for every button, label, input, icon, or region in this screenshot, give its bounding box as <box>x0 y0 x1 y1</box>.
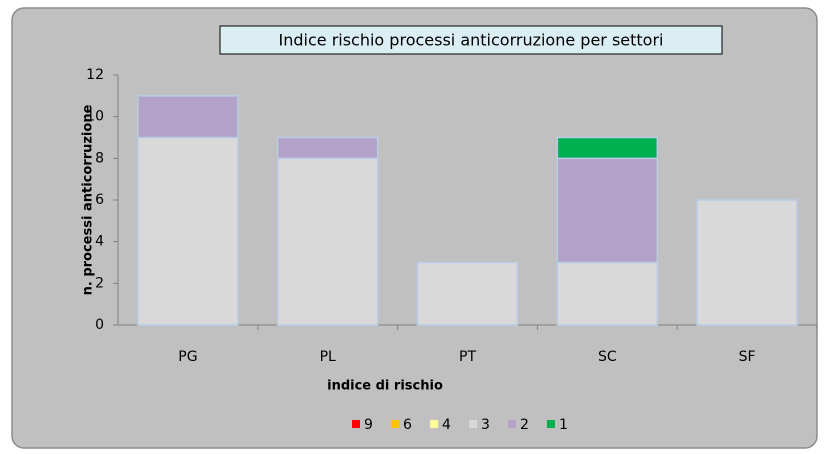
bar-segment <box>556 261 659 326</box>
legend-swatch <box>469 420 477 428</box>
x-axis-title: indice di rischio <box>327 379 443 394</box>
y-tick-label: 10 <box>86 109 104 125</box>
bar-segment <box>696 199 798 326</box>
bar-segment <box>137 136 239 326</box>
x-tick-label: PT <box>459 349 476 365</box>
y-tick-label: 12 <box>86 67 104 83</box>
legend-swatch <box>391 420 399 428</box>
legend-swatch <box>508 420 516 428</box>
bar-segment <box>416 261 519 326</box>
y-tick-label: 6 <box>95 192 104 208</box>
bar-segment <box>276 157 379 326</box>
bar-segment <box>137 95 239 139</box>
x-tick-label: SC <box>598 349 617 365</box>
y-tick-label: 8 <box>95 150 104 166</box>
legend-swatch <box>547 420 555 428</box>
legend-label: 3 <box>481 417 490 433</box>
bar-segment <box>556 136 659 160</box>
legend-label: 1 <box>559 417 568 433</box>
x-tick-label: PL <box>320 349 336 365</box>
legend-swatch <box>430 420 438 428</box>
legend-label: 2 <box>520 417 529 433</box>
x-tick-label: SF <box>739 349 756 365</box>
y-tick-label: 0 <box>95 317 104 333</box>
legend-label: 4 <box>442 417 451 433</box>
y-tick-label: 4 <box>95 234 104 250</box>
legend-swatch <box>352 420 360 428</box>
legend-label: 6 <box>403 417 412 433</box>
y-axis-title: n. processi anticorruzione <box>81 104 96 295</box>
bar-segment <box>556 157 659 264</box>
bar-segment <box>276 136 379 160</box>
legend-label: 9 <box>364 417 373 433</box>
y-tick-label: 2 <box>95 275 104 291</box>
chart-title: Indice rischio processi anticorruzione p… <box>279 31 664 50</box>
title-box <box>219 25 723 55</box>
x-tick-label: PG <box>178 349 197 365</box>
